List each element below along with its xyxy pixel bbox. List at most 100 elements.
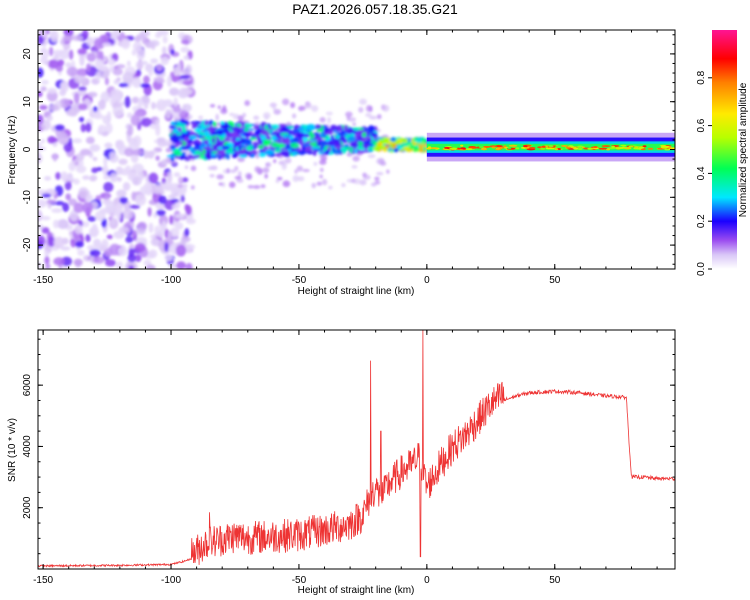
spectrogram-cell — [66, 66, 78, 77]
spectrogram-cell — [264, 124, 269, 130]
spectrogram-cell — [335, 145, 341, 150]
spectrogram-cell — [122, 208, 134, 220]
spectrogram-cell — [202, 124, 211, 128]
spectrogram-cell — [250, 153, 255, 158]
spectrogram-cell — [180, 109, 187, 116]
spectrogram-cell — [218, 182, 223, 186]
spectrogram-cell — [184, 136, 189, 142]
spectrogram-cell — [555, 145, 562, 148]
spectrogram-cell — [162, 100, 174, 108]
spectrogram-cell — [184, 165, 189, 170]
spectrogram-cell — [148, 222, 154, 234]
spectrogram-cell — [122, 71, 134, 84]
spectrogram-cell — [143, 75, 150, 84]
spectrogram-cell — [117, 176, 122, 182]
spectrogram-cell — [193, 128, 202, 132]
spectrogram-cell — [60, 171, 68, 181]
spectrogram-cell — [275, 152, 281, 157]
spectrogram-cell — [319, 139, 327, 146]
spectrogram-cell — [639, 146, 645, 149]
spectrogram-cell — [210, 155, 218, 159]
spectrogram-cell — [173, 97, 179, 109]
snr-series-line — [38, 330, 675, 568]
spectrogram-cell — [40, 47, 47, 53]
spectrogram-cell — [148, 66, 154, 77]
spectrogram-cell — [642, 145, 647, 148]
spectrogram-cell — [97, 99, 106, 110]
spectrogram-cell — [211, 137, 216, 144]
spectrogram-cell — [217, 146, 223, 150]
spectrogram-cell — [92, 106, 98, 112]
spectrogram-cell — [77, 48, 87, 55]
spectrogram-cell — [252, 141, 259, 145]
spectrogram-cell — [54, 201, 65, 206]
spectrogram-cell — [94, 58, 104, 69]
spectrogram-cell — [271, 136, 277, 140]
spectrogram-cell — [62, 42, 71, 51]
spectrogram-cell — [587, 147, 594, 150]
spectrogram-cell — [106, 234, 113, 240]
spectrogram-cell — [181, 127, 187, 133]
spectrogram-cell — [38, 153, 43, 164]
spectrogram-cell — [347, 136, 356, 142]
spectrogram-cell — [332, 150, 342, 154]
spectrogram-cell — [359, 179, 367, 186]
spectrogram-cell — [47, 87, 58, 94]
spectrogram-cell — [131, 176, 142, 186]
y-tick-label: 10 — [22, 96, 33, 108]
spectrogram-cell — [298, 139, 304, 144]
spectrogram-cell — [341, 182, 346, 188]
spectrogram-cell — [192, 146, 201, 150]
spectrogram-cell — [130, 114, 141, 126]
spectrogram-cell — [151, 42, 156, 51]
spectrogram-cell — [266, 136, 272, 141]
spectrogram-cell — [171, 203, 180, 210]
spectrogram-cell — [370, 182, 377, 187]
spectrogram-cell — [267, 162, 271, 168]
spectrogram-cell — [44, 256, 50, 265]
y-tick-label: 0 — [22, 146, 33, 152]
spectrogram-cell — [236, 140, 243, 145]
spectrogram-cell — [265, 149, 274, 155]
spectrogram-cell — [365, 144, 370, 148]
spectrogram-cell — [150, 238, 160, 246]
spectrogram-cell — [97, 124, 106, 133]
spectrogram-cell — [107, 58, 116, 66]
spectrogram-cell — [52, 49, 65, 56]
spectrogram-cell — [313, 161, 318, 166]
spectrogram-cell — [327, 116, 331, 124]
spectrogram-cell — [163, 185, 174, 191]
spectrogram-cell — [577, 145, 584, 148]
spectrogram-cell — [325, 111, 333, 116]
spectrogram-cell — [131, 149, 144, 156]
spectrogram-cell — [373, 146, 380, 151]
spectrogram-cell — [75, 240, 84, 248]
spectrogram-cell — [74, 75, 86, 84]
x-tick-label: -100 — [161, 275, 181, 286]
spectrogram-cell — [390, 137, 396, 142]
spectrogram-cell — [186, 218, 196, 225]
spectrogram-cell — [264, 114, 269, 120]
spectrogram-cell — [38, 67, 44, 78]
spectrogram-cell — [40, 138, 46, 144]
spectrogram-cell — [229, 169, 237, 174]
spectrogram-cell — [79, 54, 85, 67]
spectrogram-cell — [198, 134, 202, 139]
spectrogram-cell — [298, 105, 306, 111]
spectrogram-cell — [503, 145, 507, 148]
spectrogram-cell — [291, 151, 297, 157]
spectrogram-cell — [187, 139, 193, 144]
spectrogram-cell — [57, 59, 65, 67]
spectrogram-cell — [415, 138, 423, 144]
spectrogram-cell — [78, 187, 89, 199]
spectrogram-cell — [41, 215, 51, 221]
spectrogram-cell — [194, 142, 200, 147]
spectrogram-cell — [150, 58, 159, 64]
spectrogram-cell — [593, 146, 598, 149]
spectrogram-cell — [158, 195, 167, 205]
spectrogram-cell — [216, 174, 224, 180]
spectrogram-cell — [306, 151, 314, 155]
spectrogram-cell — [179, 74, 191, 80]
spectrogram-cell — [204, 120, 209, 126]
spectrogram-cell — [366, 138, 372, 142]
